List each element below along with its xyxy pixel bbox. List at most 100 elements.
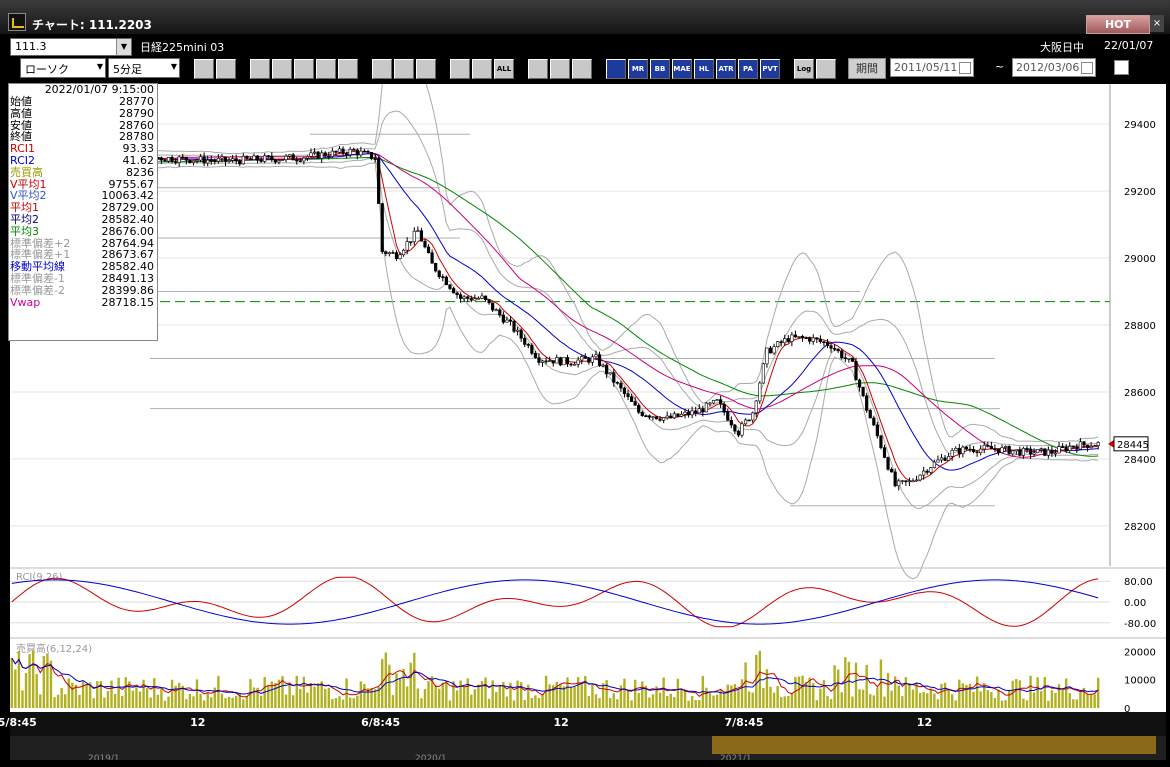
ma-icon[interactable] [606,59,626,79]
volume-bar [815,700,819,708]
candle-body [198,156,203,161]
candle-body [380,203,384,252]
candle-body [776,341,780,347]
candle-body [900,480,904,482]
volume-bar [174,685,177,708]
current-price-box [1113,436,1149,452]
volume-bar [366,688,370,708]
volume-bar [381,659,384,708]
chart-type-select[interactable]: ローソク ▼ [20,58,106,78]
chevron-down-icon[interactable]: ▼ [116,39,131,55]
candle-body [159,157,163,161]
volume-bar [459,680,462,708]
candle-body [986,445,990,447]
hl-icon[interactable]: HL [694,59,714,79]
atr-icon[interactable]: ATR [716,59,736,79]
tool1-icon[interactable] [250,59,270,79]
volume-bar [135,687,138,708]
band-line [11,157,1099,510]
bar1-icon[interactable] [450,59,470,79]
chart-area[interactable]: 29400 29200 29000 28800 28600 28400 28200 28445… [10,37,1166,715]
tool6-icon[interactable] [528,59,548,79]
volume-bar [445,680,448,708]
close-icon[interactable]: × [1150,15,1164,32]
candle-body [779,341,783,344]
mr-icon[interactable]: MR [628,59,648,79]
pvt-icon[interactable]: PVT [760,59,780,79]
candle-body [195,159,199,162]
candle-body [897,480,901,487]
date-to-field[interactable]: 2012/03/06 [1012,58,1096,77]
color-icon[interactable] [572,59,592,79]
candle-body [918,474,922,481]
candle-body [768,347,773,354]
candle-body [640,411,644,416]
cursor-icon[interactable] [394,59,414,79]
calendar-icon[interactable] [1081,62,1093,74]
mae-icon[interactable]: MAE [672,59,692,79]
info-value: 93.33 [122,142,155,156]
volume-bar [231,697,234,708]
log-icon[interactable]: Log [794,59,814,79]
candle-body [1032,452,1036,455]
volume-bar [765,669,769,708]
volume-bar [227,696,231,708]
volume-bar [395,673,398,708]
hot-button[interactable]: HOT [1086,15,1150,34]
tool2-icon[interactable] [272,59,292,79]
pen-icon[interactable] [372,59,392,79]
info-value: 28491.13 [101,272,155,285]
volume-bar [776,686,779,708]
candle-body [188,159,192,163]
chevron-down-icon: ▼ [170,62,177,71]
bar2-icon[interactable] [472,59,492,79]
volume-bar [537,697,541,708]
volume-bar [922,692,925,708]
volume-bar [858,689,861,708]
tool5-icon[interactable] [338,59,358,79]
interval-select[interactable]: 5分足 ▼ [108,58,180,78]
volume-bar [24,673,28,708]
candle-body [608,372,612,375]
volume-bar [519,682,523,708]
volume-bar [288,684,291,708]
volume-bar [306,692,309,708]
tool4-icon[interactable] [316,59,336,79]
volume-bar [893,676,897,708]
period-button[interactable]: 期間 [848,58,886,79]
candle-body [462,296,466,299]
candle-body [302,157,306,162]
grid-icon[interactable] [216,59,236,79]
symbol-select[interactable]: 111.3 ▼ [10,38,132,56]
volume-bar [573,686,576,708]
zoom-icon[interactable] [194,59,214,79]
all-icon[interactable]: ALL [494,59,514,79]
bb-icon[interactable]: BB [650,59,670,79]
period-checkbox[interactable] [1114,60,1129,75]
navigator-selection[interactable] [712,736,1156,754]
export-icon[interactable] [816,59,836,79]
volume-bar [854,662,858,708]
candle-body [697,408,701,414]
candle-body [337,148,342,153]
info-value: 28676.00 [101,224,155,238]
volume-bar [833,665,836,708]
tool3-icon[interactable] [294,59,314,79]
info-label: RCI1 [10,142,36,156]
brush-icon[interactable] [550,59,570,79]
arrow-icon[interactable] [416,59,436,79]
candle-body [612,372,616,383]
volume-bar [309,683,313,708]
candle-body [341,148,345,154]
calendar-icon[interactable] [959,62,971,74]
volume-bar [662,677,665,708]
volume-bar [238,692,241,708]
volume-bar [338,696,341,708]
candle-body [305,156,310,159]
volume-bar [1093,694,1096,708]
volume-bar [498,684,501,708]
candle-body [925,470,929,473]
volume-bar [658,692,662,708]
date-from-field[interactable]: 2011/05/11 [890,58,974,77]
para-icon[interactable]: PA RA [738,59,758,79]
